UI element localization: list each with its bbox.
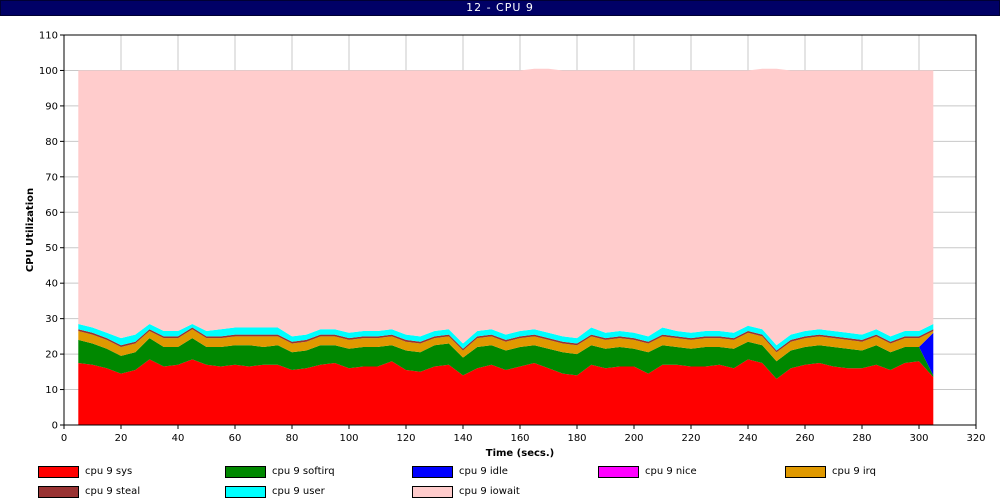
y-tick-label: 30 [45, 314, 58, 325]
legend-item: cpu 9 idle [412, 466, 508, 480]
legend-swatch [598, 466, 639, 478]
x-tick-label: 240 [738, 433, 757, 444]
legend-item: cpu 9 nice [598, 466, 697, 480]
legend-swatch [412, 486, 453, 498]
legend-label: cpu 9 user [272, 486, 325, 497]
x-tick-label: 160 [510, 433, 529, 444]
y-tick-label: 60 [45, 208, 58, 219]
legend-swatch [412, 466, 453, 478]
legend-label: cpu 9 sys [85, 466, 133, 477]
legend-label: cpu 9 nice [645, 466, 697, 477]
y-tick-label: 50 [45, 243, 58, 254]
x-tick-label: 300 [909, 433, 928, 444]
y-tick-label: 20 [45, 350, 58, 361]
x-tick-label: 120 [396, 433, 415, 444]
series-area-cpu-9-irq [78, 329, 934, 362]
x-tick-label: 280 [852, 433, 871, 444]
x-tick-label: 180 [567, 433, 586, 444]
legend-item: cpu 9 steal [38, 486, 140, 500]
x-axis-label: Time (secs.) [486, 448, 555, 459]
x-tick-label: 20 [115, 433, 128, 444]
legend-label: cpu 9 softirq [272, 466, 335, 477]
legend-swatch [225, 466, 266, 478]
legend-swatch [38, 466, 79, 478]
y-tick-label: 100 [39, 66, 58, 77]
series-area-cpu-9-user [78, 324, 934, 351]
legend-item: cpu 9 iowait [412, 486, 520, 500]
y-tick-label: 80 [45, 137, 58, 148]
y-axis-label: CPU Utilization [25, 188, 36, 272]
x-tick-label: 80 [286, 433, 299, 444]
series-area-cpu-9-softirq [78, 338, 934, 379]
legend-swatch [225, 486, 266, 498]
legend-swatch [38, 486, 79, 498]
series-area-cpu-9-iowait [78, 68, 934, 346]
x-tick-label: 40 [172, 433, 185, 444]
x-tick-label: 0 [61, 433, 67, 444]
chart-title: 12 - CPU 9 [466, 1, 534, 14]
x-tick-label: 100 [339, 433, 358, 444]
y-tick-label: 90 [45, 101, 58, 112]
legend-item: cpu 9 sys [38, 466, 132, 480]
y-tick-label: 70 [45, 172, 58, 183]
legend-label: cpu 9 steal [85, 486, 141, 497]
y-tick-label: 10 [45, 385, 58, 396]
legend-label: cpu 9 idle [459, 466, 508, 477]
x-tick-label: 140 [453, 433, 472, 444]
y-tick-label: 0 [52, 421, 58, 432]
legend-label: cpu 9 iowait [459, 486, 520, 497]
x-tick-label: 60 [229, 433, 242, 444]
y-tick-label: 40 [45, 279, 58, 290]
legend-label: cpu 9 irq [832, 466, 876, 477]
x-tick-label: 320 [966, 433, 985, 444]
legend-item: cpu 9 softirq [225, 466, 335, 480]
series-area-cpu-9-sys [78, 359, 934, 425]
x-tick-label: 220 [681, 433, 700, 444]
x-tick-label: 260 [795, 433, 814, 444]
legend-item: cpu 9 irq [785, 466, 876, 480]
legend-swatch [785, 466, 826, 478]
y-tick-label: 110 [39, 31, 58, 42]
chart-title-bar: 12 - CPU 9 [0, 0, 1000, 16]
x-tick-label: 200 [624, 433, 643, 444]
legend-item: cpu 9 user [225, 486, 325, 500]
